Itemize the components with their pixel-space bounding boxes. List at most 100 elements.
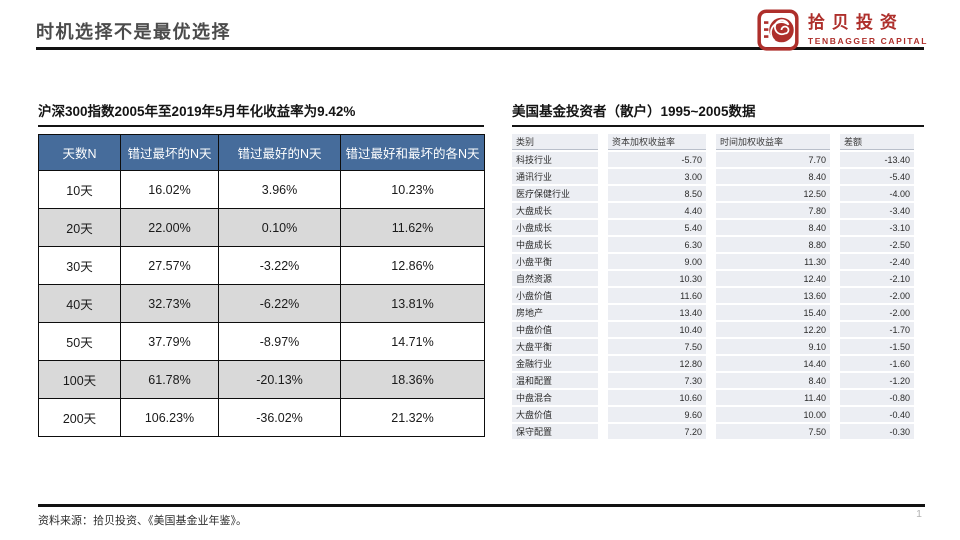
table-cell: 金融行业 xyxy=(512,356,598,371)
table-cell: 中盘混合 xyxy=(512,390,598,405)
table-cell: -1.20 xyxy=(840,373,914,388)
csi300-returns-table: 天数N 错过最坏的N天 错过最好的N天 错过最好和最坏的各N天 10天 16.0… xyxy=(38,134,485,437)
table-cell: 14.71% xyxy=(340,322,485,361)
table-cell: 0.10% xyxy=(218,208,341,247)
table-cell: 4.40 xyxy=(608,203,706,218)
table-cell: 11.40 xyxy=(716,390,830,405)
table-cell: 14.40 xyxy=(716,356,830,371)
table-cell: -2.50 xyxy=(840,237,914,252)
table-cell: -3.10 xyxy=(840,220,914,235)
table-row: 100天 61.78% -20.13% 18.36% xyxy=(38,360,485,399)
table-cell: 32.73% xyxy=(120,284,219,323)
table-row: 40天 32.73% -6.22% 13.81% xyxy=(38,284,485,323)
table-cell: 大盘成长 xyxy=(512,203,598,218)
column-header: 差额 xyxy=(840,134,914,150)
table-cell: 保守配置 xyxy=(512,424,598,439)
table-cell: -2.40 xyxy=(840,254,914,269)
footer-divider xyxy=(38,504,925,507)
table-cell: 8.50 xyxy=(608,186,706,201)
table-row: 中盘价值 10.40 12.20 -1.70 xyxy=(512,322,914,337)
table-cell: 12.86% xyxy=(340,246,485,285)
table-cell: -0.30 xyxy=(840,424,914,439)
left-section-divider xyxy=(38,125,484,127)
table-cell: 11.62% xyxy=(340,208,485,247)
table-cell: 27.57% xyxy=(120,246,219,285)
right-section-title: 美国基金投资者（散户）1995~2005数据 xyxy=(512,104,756,119)
table-cell: -5.40 xyxy=(840,169,914,184)
table-cell: 200天 xyxy=(38,398,121,437)
brand-logo: 拾贝投资 TENBAGGER CAPITAL xyxy=(757,9,928,51)
column-header: 错过最坏的N天 xyxy=(120,134,219,171)
table-cell: 11.60 xyxy=(608,288,706,303)
table-cell: -4.00 xyxy=(840,186,914,201)
table-cell: 7.80 xyxy=(716,203,830,218)
table-cell: 15.40 xyxy=(716,305,830,320)
table-cell: 通讯行业 xyxy=(512,169,598,184)
table-cell: 8.40 xyxy=(716,373,830,388)
table-row: 通讯行业 3.00 8.40 -5.40 xyxy=(512,169,914,184)
table-row: 医疗保健行业 8.50 12.50 -4.00 xyxy=(512,186,914,201)
source-note: 资料来源：拾贝投资、《美国基金业年鉴》。 xyxy=(38,515,247,527)
table-cell: 小盘平衡 xyxy=(512,254,598,269)
table-cell: 8.40 xyxy=(716,169,830,184)
table-cell: 自然资源 xyxy=(512,271,598,286)
table-cell: 大盘平衡 xyxy=(512,339,598,354)
left-section-title: 沪深300指数2005年至2019年5月年化收益率为9.42% xyxy=(38,104,356,119)
table-cell: 21.32% xyxy=(340,398,485,437)
table-row: 保守配置 7.20 7.50 -0.30 xyxy=(512,424,914,439)
table-cell: 房地产 xyxy=(512,305,598,320)
table-row: 10天 16.02% 3.96% 10.23% xyxy=(38,170,485,209)
table-cell: -3.22% xyxy=(218,246,341,285)
table-cell: 8.40 xyxy=(716,220,830,235)
table-cell: 30天 xyxy=(38,246,121,285)
table-cell: 18.36% xyxy=(340,360,485,399)
table-row: 大盘价值 9.60 10.00 -0.40 xyxy=(512,407,914,422)
table-cell: 6.30 xyxy=(608,237,706,252)
table-header-row: 天数N 错过最坏的N天 错过最好的N天 错过最好和最坏的各N天 xyxy=(38,134,485,171)
table-cell: 小盘成长 xyxy=(512,220,598,235)
table-cell: -8.97% xyxy=(218,322,341,361)
table-cell: 医疗保健行业 xyxy=(512,186,598,201)
brand-name-cn: 拾贝投资 xyxy=(807,13,904,33)
table-cell: -2.10 xyxy=(840,271,914,286)
table-cell: 10.23% xyxy=(340,170,485,209)
brand-name-en: TENBAGGER CAPITAL xyxy=(807,35,928,46)
table-cell: -13.40 xyxy=(840,152,914,167)
table-row: 30天 27.57% -3.22% 12.86% xyxy=(38,246,485,285)
table-cell: 100天 xyxy=(38,360,121,399)
table-cell: 5.40 xyxy=(608,220,706,235)
table-cell: -0.40 xyxy=(840,407,914,422)
table-row: 房地产 13.40 15.40 -2.00 xyxy=(512,305,914,320)
page-title: 时机选择不是最优选择 xyxy=(36,22,231,42)
table-row: 小盘平衡 9.00 11.30 -2.40 xyxy=(512,254,914,269)
table-cell: 22.00% xyxy=(120,208,219,247)
table-row: 温和配置 7.30 8.40 -1.20 xyxy=(512,373,914,388)
table-row: 自然资源 10.30 12.40 -2.10 xyxy=(512,271,914,286)
table-cell: 7.20 xyxy=(608,424,706,439)
table-header-row: 类别 资本加权收益率 时间加权收益率 差额 xyxy=(512,134,914,150)
table-cell: -2.00 xyxy=(840,288,914,303)
table-row: 科技行业 -5.70 7.70 -13.40 xyxy=(512,152,914,167)
table-cell: 8.80 xyxy=(716,237,830,252)
table-cell: 16.02% xyxy=(120,170,219,209)
column-header: 错过最好的N天 xyxy=(218,134,341,171)
table-cell: 12.40 xyxy=(716,271,830,286)
table-cell: 科技行业 xyxy=(512,152,598,167)
table-cell: 中盘价值 xyxy=(512,322,598,337)
table-cell: 11.30 xyxy=(716,254,830,269)
table-cell: -1.70 xyxy=(840,322,914,337)
table-cell: 40天 xyxy=(38,284,121,323)
table-cell: 13.60 xyxy=(716,288,830,303)
table-cell: -5.70 xyxy=(608,152,706,167)
table-row: 中盘成长 6.30 8.80 -2.50 xyxy=(512,237,914,252)
table-cell: -2.00 xyxy=(840,305,914,320)
table-cell: 3.00 xyxy=(608,169,706,184)
table-row: 200天 106.23% -36.02% 21.32% xyxy=(38,398,485,437)
table-cell: 12.20 xyxy=(716,322,830,337)
us-fund-investors-table: 类别 资本加权收益率 时间加权收益率 差额 科技行业 -5.70 7.70 -1… xyxy=(502,132,924,441)
table-cell: 大盘价值 xyxy=(512,407,598,422)
table-row: 大盘成长 4.40 7.80 -3.40 xyxy=(512,203,914,218)
table-cell: 20天 xyxy=(38,208,121,247)
table-cell: 37.79% xyxy=(120,322,219,361)
